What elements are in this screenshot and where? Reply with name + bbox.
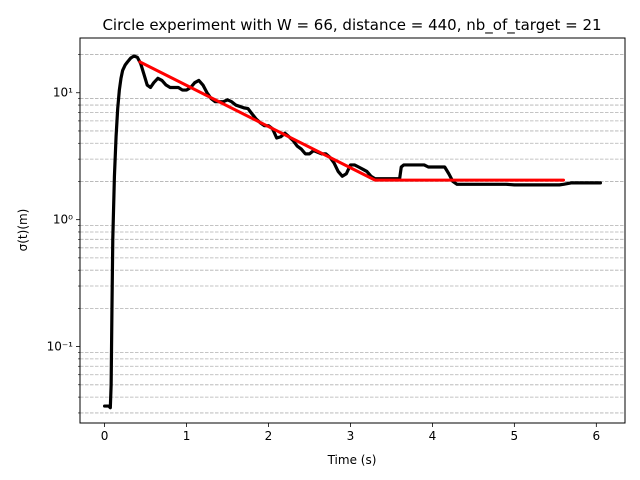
y-tick-label: 10⁰ — [53, 213, 73, 227]
chart-title: Circle experiment with W = 66, distance … — [102, 16, 601, 35]
series-line-fit — [138, 60, 566, 182]
plot-series — [102, 54, 603, 410]
series-line-measured — [102, 54, 603, 410]
plot-frame — [79, 37, 626, 424]
grid-lines — [80, 54, 625, 414]
x-tick-label: 4 — [429, 429, 437, 443]
y-axis-label: σ(t)(m) — [16, 209, 30, 252]
x-tick-label: 2 — [265, 429, 273, 443]
y-tick-label: 10¹ — [53, 86, 73, 100]
y-tick-label: 10⁻¹ — [47, 340, 74, 354]
x-tick-label: 5 — [511, 429, 519, 443]
x-tick-label: 3 — [347, 429, 355, 443]
axis-ticks: 0 1 2 3 4 5 6 10⁻¹ 10⁰ 10¹ — [47, 54, 600, 443]
x-tick-label: 6 — [592, 429, 600, 443]
x-axis-label: Time (s) — [327, 453, 377, 467]
x-tick-label: 1 — [183, 429, 191, 443]
x-tick-label: 0 — [101, 429, 109, 443]
